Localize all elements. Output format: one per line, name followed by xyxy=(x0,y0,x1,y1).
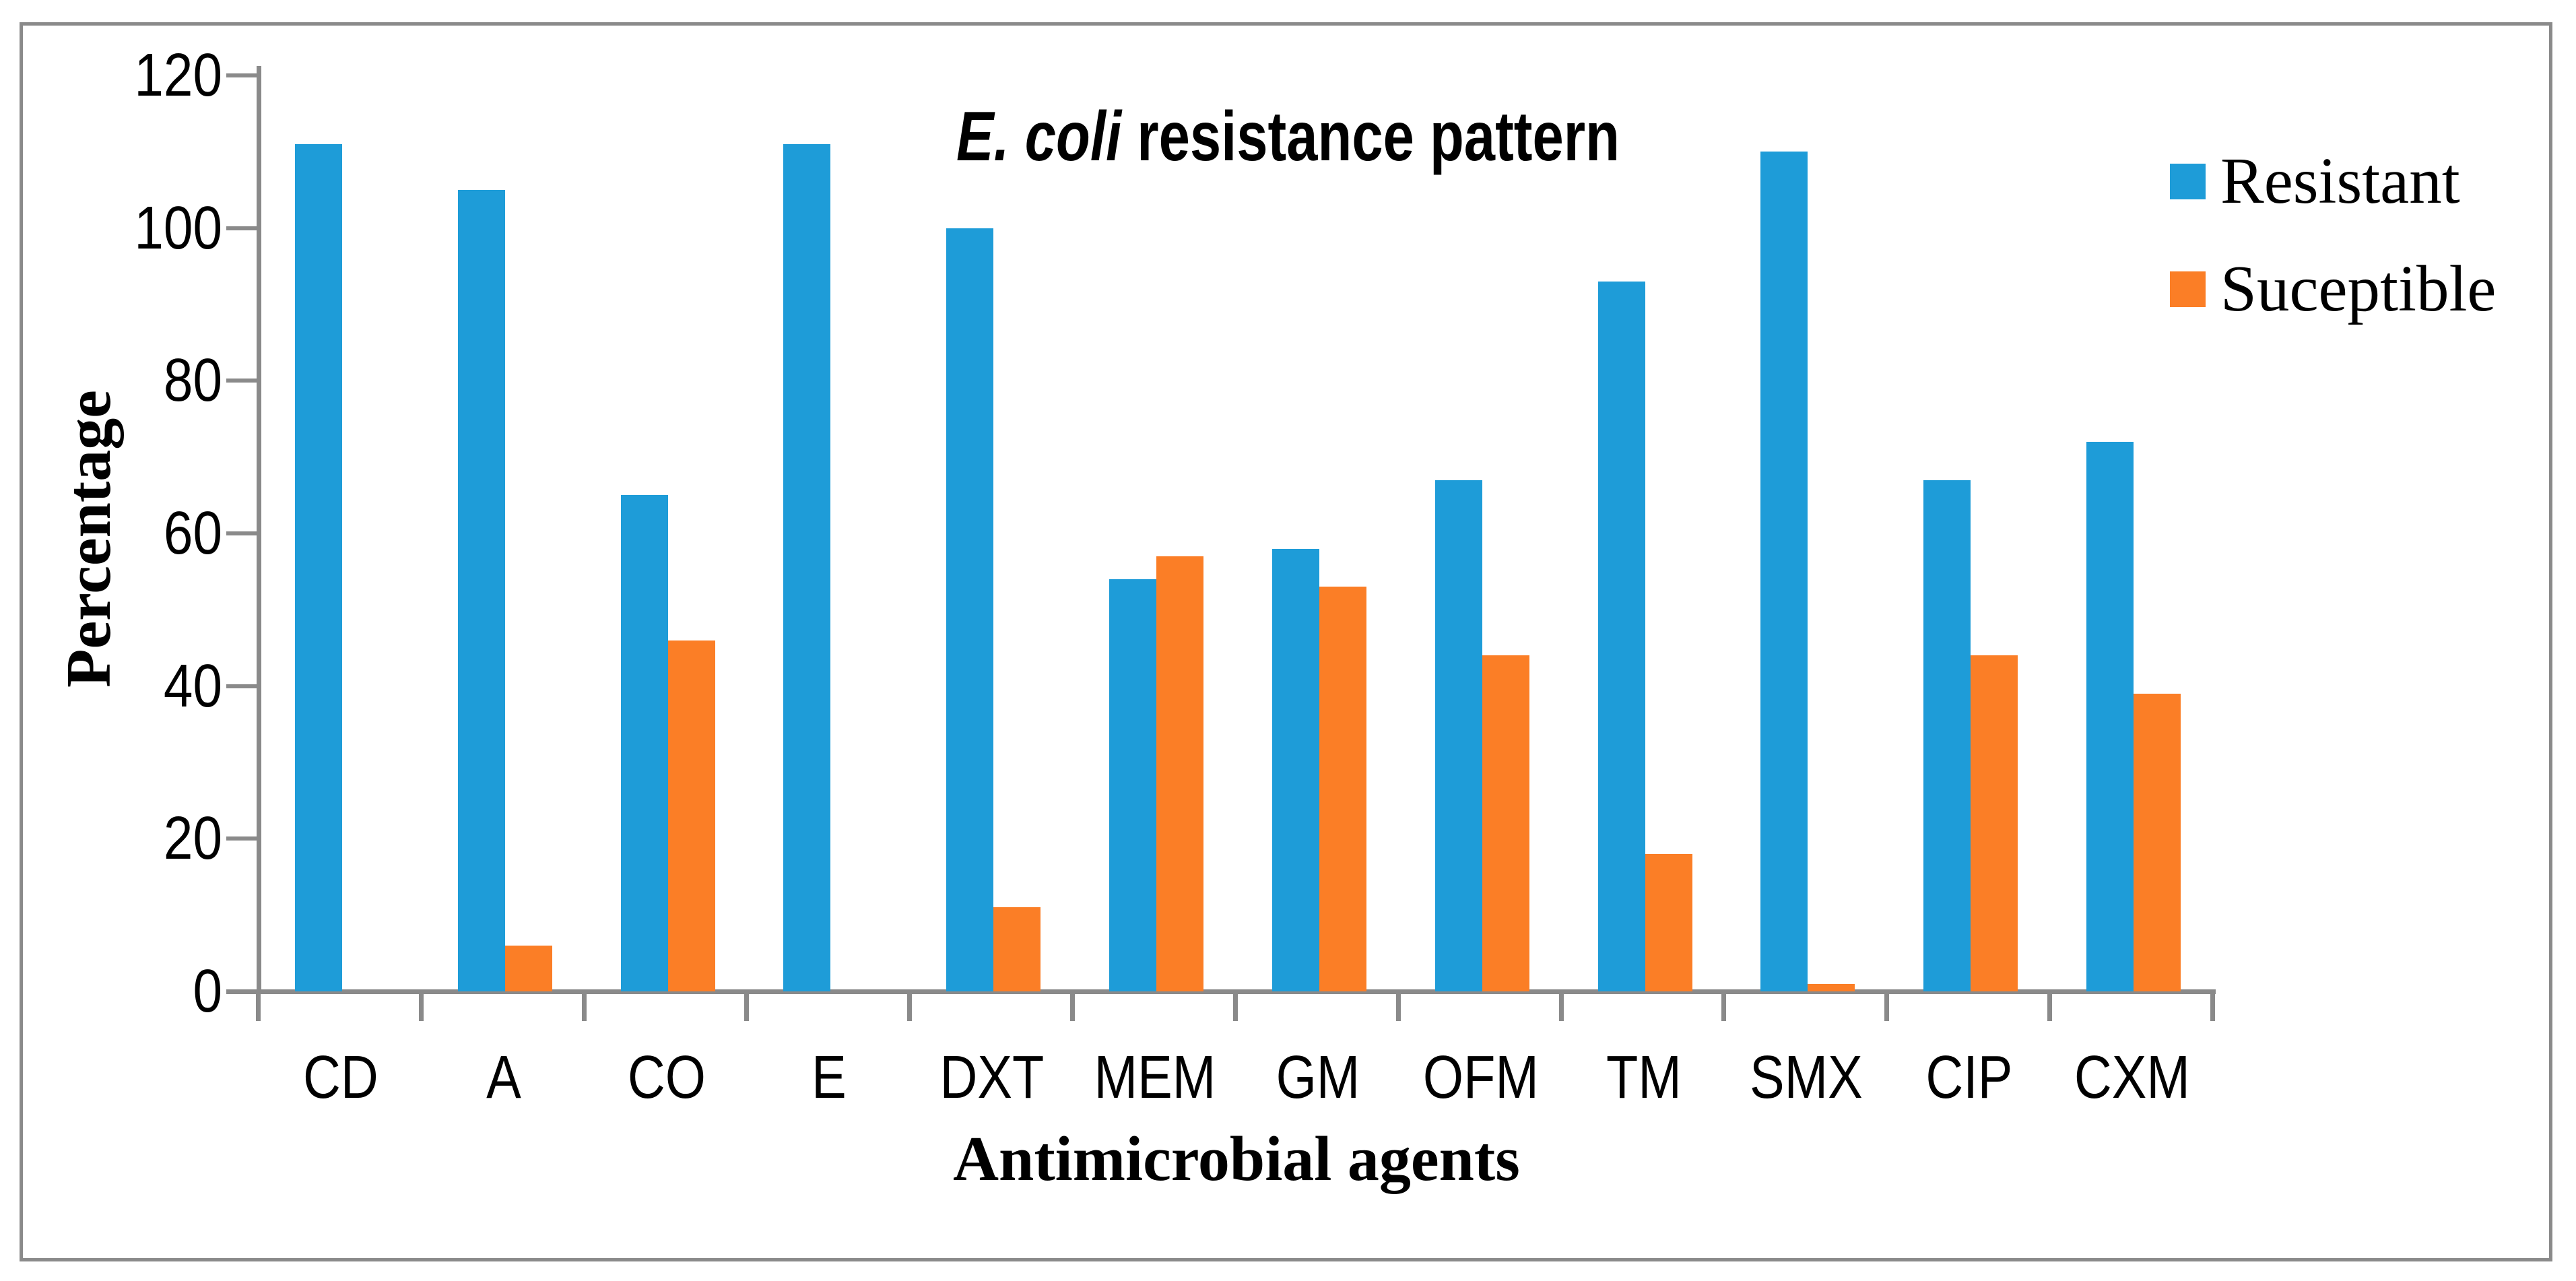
legend-swatch-suceptible-icon xyxy=(2170,271,2206,307)
bar-resistant-cd xyxy=(295,144,342,991)
bar-suceptible-smx xyxy=(1808,983,1855,991)
bar-suceptible-cip xyxy=(1971,655,2018,991)
bar-resistant-cxm xyxy=(2086,442,2134,991)
bar-suceptible-co xyxy=(667,640,715,991)
y-axis-tick xyxy=(226,73,260,77)
x-axis-tick xyxy=(907,993,913,1021)
x-axis-tick xyxy=(744,993,750,1021)
y-axis-tick-label: 0 xyxy=(193,958,222,1025)
x-axis-tick xyxy=(418,993,424,1021)
y-axis-line xyxy=(257,66,261,994)
legend-item-resistant: Resistant xyxy=(2170,145,2460,217)
bar-suceptible-a xyxy=(504,946,552,991)
y-axis-tick-label: 40 xyxy=(163,652,222,720)
y-axis-tick xyxy=(226,989,260,993)
chart-title-organism: E. coli xyxy=(956,98,1122,176)
bar-resistant-mem xyxy=(1109,579,1157,991)
x-axis-category-label: CXM xyxy=(2074,1044,2191,1111)
y-axis-tick-label: 100 xyxy=(134,194,222,262)
bar-resistant-dxt xyxy=(946,228,994,991)
x-axis-tick xyxy=(1070,993,1076,1021)
bar-suceptible-mem xyxy=(1156,556,1204,991)
x-axis-tick xyxy=(1884,993,1890,1021)
x-axis-category-label: CIP xyxy=(1925,1044,2013,1111)
x-axis-category-label: SMX xyxy=(1750,1044,1863,1111)
bar-suceptible-dxt xyxy=(993,907,1041,991)
chart-title: E. coli resistance pattern xyxy=(258,93,2319,180)
x-axis-category-label: TM xyxy=(1606,1044,1682,1111)
x-axis-tick xyxy=(256,993,261,1021)
x-axis-category-label: DXT xyxy=(939,1044,1045,1111)
y-axis-tick xyxy=(226,379,260,383)
x-axis-tick xyxy=(2210,993,2215,1021)
bar-resistant-e xyxy=(783,144,831,991)
x-axis-tick xyxy=(1232,993,1238,1021)
y-axis-tick-label: 120 xyxy=(134,42,222,109)
bar-resistant-gm xyxy=(1272,548,1319,991)
legend-label-suceptible: Suceptible xyxy=(2220,253,2497,325)
bar-resistant-tm xyxy=(1597,282,1645,991)
x-axis-category-label: CD xyxy=(303,1044,378,1111)
bar-resistant-co xyxy=(620,495,668,991)
y-axis-tick-label: 60 xyxy=(163,500,222,567)
y-axis-tick xyxy=(226,684,260,688)
x-axis-tick xyxy=(1721,993,1727,1021)
x-axis-tick xyxy=(1558,993,1564,1021)
bar-resistant-smx xyxy=(1760,152,1808,991)
legend-label-resistant: Resistant xyxy=(2220,145,2460,217)
y-axis-tick-label: 20 xyxy=(163,805,222,873)
y-axis-tick xyxy=(226,531,260,535)
bar-suceptible-ofm xyxy=(1482,655,1529,991)
x-axis-category-label: E xyxy=(812,1044,847,1111)
x-axis-category-label: GM xyxy=(1276,1044,1360,1111)
legend-item-suceptible: Suceptible xyxy=(2170,253,2497,325)
bar-suceptible-cxm xyxy=(2134,694,2181,991)
y-axis-tick-label: 80 xyxy=(163,347,222,415)
legend-swatch-resistant-icon xyxy=(2170,163,2206,199)
bar-resistant-a xyxy=(457,190,505,991)
x-axis-category-label: A xyxy=(486,1044,521,1111)
x-axis-tick xyxy=(2047,993,2053,1021)
x-axis-category-label: MEM xyxy=(1094,1044,1216,1111)
bar-suceptible-tm xyxy=(1645,854,1692,991)
x-axis-title: Antimicrobial agents xyxy=(953,1124,1520,1194)
x-axis-category-label: OFM xyxy=(1422,1044,1539,1111)
chart-title-rest: resistance pattern xyxy=(1121,98,1620,176)
x-axis-tick xyxy=(1395,993,1401,1021)
x-axis-category-label: CO xyxy=(627,1044,706,1111)
y-axis-tick xyxy=(226,226,260,230)
x-axis-line xyxy=(226,989,2216,994)
x-axis-tick xyxy=(581,993,587,1021)
bar-resistant-ofm xyxy=(1434,480,1482,991)
y-axis-tick xyxy=(226,836,260,841)
bar-suceptible-gm xyxy=(1319,587,1366,991)
bar-resistant-cip xyxy=(1923,480,1971,991)
